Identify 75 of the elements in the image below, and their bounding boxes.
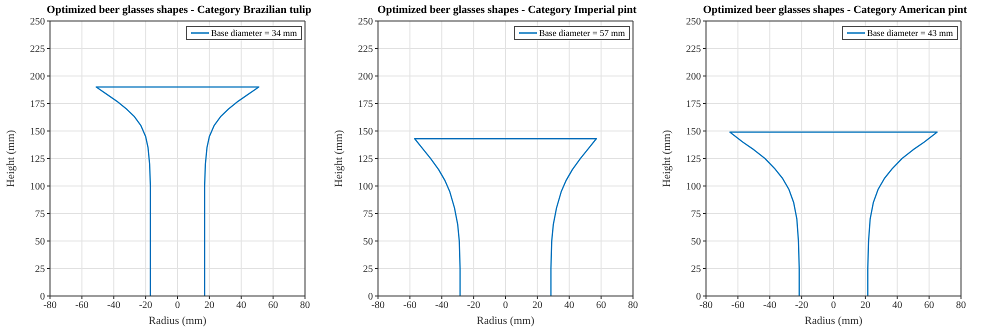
x-tick-label: 0: [175, 300, 180, 312]
x-tick-label: 0: [503, 300, 508, 312]
chart-title: Optimized beer glasses shapes - Category American pint: [702, 4, 968, 18]
x-tick-label: 60: [924, 300, 934, 312]
x-tick-label: -20: [138, 300, 152, 312]
y-tick-label: 75: [35, 209, 45, 220]
x-tick-label: 60: [268, 300, 278, 312]
x-tick-label: -20: [794, 300, 808, 312]
y-tick-label: 200: [358, 72, 373, 83]
y-tick-label: 25: [363, 264, 373, 276]
line-series: [96, 86, 260, 296]
y-tick-label: 125: [30, 154, 45, 166]
y-tick-label: 100: [686, 182, 701, 193]
y-axis-title: Height (mm): [4, 130, 17, 188]
legend-label: Base diameter = 43 mm: [866, 28, 953, 38]
y-tick-label: 250: [358, 16, 373, 28]
y-tick-label: 225: [30, 44, 45, 56]
x-tick-label: -80: [43, 300, 57, 312]
x-tick-label: 80: [300, 300, 310, 312]
y-tick-label: 50: [363, 236, 373, 248]
y-tick-label: 75: [363, 209, 373, 220]
x-tick-label: 40: [236, 300, 246, 312]
y-tick-label: 225: [358, 44, 373, 56]
y-tick-label: 125: [686, 154, 701, 166]
x-tick-label: -40: [107, 300, 120, 312]
y-tick-label: 200: [30, 72, 45, 83]
y-tick-label: 0: [696, 292, 701, 303]
chart-title: Optimized beer glasses shapes - Category Imperial pint: [376, 4, 638, 18]
legend-label: Base diameter = 34 mm: [210, 28, 297, 38]
y-tick-label: 50: [35, 236, 45, 248]
chart-title: Optimized beer glasses shapes - Category Brazilian tulip: [46, 4, 312, 18]
y-tick-label: 25: [35, 264, 45, 276]
y-tick-label: 150: [30, 126, 45, 138]
x-axis-title: Radius (mm): [148, 315, 207, 327]
x-tick-label: 80: [956, 300, 966, 312]
y-tick-label: 175: [358, 99, 373, 110]
line-series: [729, 131, 938, 296]
y-tick-label: 0: [40, 292, 45, 303]
y-tick-label: 175: [30, 99, 45, 110]
y-tick-label: 50: [691, 236, 701, 248]
x-tick-label: -40: [435, 300, 448, 312]
x-tick-label: 80: [628, 300, 638, 312]
x-tick-label: 20: [860, 300, 870, 312]
x-tick-label: 40: [564, 300, 574, 312]
y-tick-label: 75: [691, 209, 701, 220]
x-axis-title: Radius (mm): [476, 315, 535, 327]
y-tick-label: 250: [30, 16, 45, 28]
y-tick-label: 25: [691, 264, 701, 276]
y-tick-label: 0: [368, 292, 373, 303]
line-series: [414, 138, 597, 296]
y-tick-label: 125: [358, 154, 373, 166]
x-tick-label: -80: [371, 300, 385, 312]
x-tick-label: 60: [596, 300, 606, 312]
y-tick-label: 200: [686, 72, 701, 83]
x-tick-label: -20: [466, 300, 480, 312]
x-tick-label: 40: [892, 300, 902, 312]
x-tick-label: -80: [699, 300, 713, 312]
x-tick-label: -60: [731, 300, 745, 312]
y-axis-title: Height (mm): [660, 130, 673, 188]
x-tick-label: -40: [763, 300, 776, 312]
x-tick-label: 0: [831, 300, 836, 312]
x-tick-label: -60: [403, 300, 417, 312]
y-tick-label: 100: [30, 182, 45, 193]
x-tick-label: -60: [75, 300, 89, 312]
y-tick-label: 150: [686, 126, 701, 138]
y-tick-label: 150: [358, 126, 373, 138]
x-axis-title: Radius (mm): [804, 315, 863, 327]
y-tick-label: 225: [686, 44, 701, 56]
x-tick-label: 20: [532, 300, 542, 312]
y-tick-label: 175: [686, 99, 701, 110]
x-tick-label: 20: [204, 300, 214, 312]
y-tick-label: 250: [686, 16, 701, 28]
legend-label: Base diameter = 57 mm: [538, 28, 625, 38]
y-axis-title: Height (mm): [332, 130, 345, 188]
y-tick-label: 100: [358, 182, 373, 193]
